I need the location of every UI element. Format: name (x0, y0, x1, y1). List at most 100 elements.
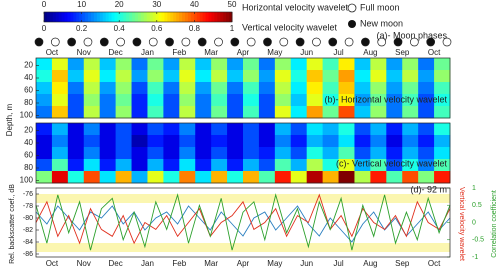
heatmap-cell (243, 94, 260, 107)
heatmap-cell (227, 123, 244, 136)
heatmap-cell (370, 94, 387, 107)
heatmap-cell (354, 147, 371, 160)
legend-full: Full moon (360, 2, 400, 12)
heatmap-cell (99, 171, 117, 184)
heatmap-cell (131, 159, 148, 172)
heatmap-cell (418, 82, 435, 95)
heatmap-cell (338, 82, 355, 95)
colorbar-tick-label: 0.4 (114, 24, 126, 33)
y-tick-label: 40 (24, 73, 33, 82)
highlight-band (36, 194, 450, 203)
heatmap-cell (290, 147, 308, 160)
heatmap-cell (131, 123, 148, 136)
heatmap-cell (274, 135, 292, 148)
heatmap-cell (147, 123, 164, 136)
heatmap-cell (211, 70, 228, 83)
y-tick-label: 80 (24, 98, 33, 107)
heatmap-cell (115, 70, 132, 83)
heatmap-cell (179, 135, 196, 148)
heatmap-cell (211, 171, 228, 184)
heatmap-cell (163, 82, 180, 95)
heatmap-cell (386, 135, 403, 148)
heatmap-cell (354, 123, 371, 136)
colorbar-swatch (55, 12, 60, 22)
heatmap-cell (99, 58, 117, 71)
colorbar-swatch (161, 12, 165, 22)
heatmap-cell (163, 135, 180, 148)
colorbar-tick-label: 0.2 (76, 24, 88, 33)
heatmap-cell (258, 171, 276, 184)
heatmap-cell (36, 147, 53, 160)
heatmap-cell (306, 159, 324, 172)
depth-axis-title: Depth, m (5, 103, 14, 136)
heatmap-cell (338, 135, 355, 148)
y-tick-label: 20 (24, 61, 33, 70)
colorbar-swatch (193, 12, 198, 22)
colorbar-tick-label: 1 (230, 24, 235, 33)
y-tick-label: -80 (23, 215, 33, 222)
colorbar-swatch (91, 12, 95, 22)
colorbar-swatch (67, 12, 71, 22)
heatmap-cell (36, 171, 53, 184)
heatmap-cell (115, 135, 132, 148)
colorbar-swatch (170, 12, 174, 22)
colorbar-swatch (132, 12, 136, 22)
heatmap-cell (338, 123, 355, 136)
heatmap-cell (322, 123, 339, 136)
heatmap-cell (370, 123, 387, 136)
heatmap-cell (67, 135, 85, 148)
colorbar-swatch (129, 12, 133, 22)
moon-full (50, 37, 60, 47)
colorbar-swatch (102, 12, 107, 22)
moon-full (116, 37, 125, 47)
heatmap-cell (195, 106, 212, 119)
heatmap-cell (67, 82, 85, 95)
colorbar-swatch (82, 12, 86, 22)
y-tick-label: 100 (20, 111, 34, 120)
heatmap-cell (227, 94, 244, 107)
heatmap-cell (83, 147, 101, 160)
heatmap-cell (322, 171, 339, 184)
heatmap-cell (227, 147, 244, 160)
heatmap-cell (163, 147, 180, 160)
moon-new (328, 37, 338, 47)
heatmap-cell (147, 159, 164, 172)
month-label: Sep (395, 48, 410, 57)
month-label: Apr (237, 259, 250, 268)
heatmap-cell (370, 58, 387, 71)
moon-full (214, 37, 223, 47)
heatmap-cell (51, 58, 69, 71)
panel-c-label: (c)- Vertical velocity wavelet (336, 158, 448, 168)
colorbar-swatch (108, 12, 113, 22)
heatmap-cell (306, 94, 324, 107)
heatmap-cell (227, 106, 244, 119)
heatmap-cell (163, 123, 180, 136)
colorbar-swatch (217, 12, 221, 22)
panel-b-label: (b)- Horizontal velocity wavelet (324, 94, 447, 104)
colorbar-swatch (211, 12, 215, 22)
y3-tick-label: 0 (472, 219, 476, 226)
heatmap-cell (147, 94, 164, 107)
heatmap-cell (179, 147, 196, 160)
heatmap-cell (290, 159, 308, 172)
colorbar-swatch (44, 12, 48, 22)
colorbar-tick-label: 0.6 (151, 24, 163, 33)
heatmap-cell (354, 70, 371, 83)
heatmap-cell (131, 147, 148, 160)
heatmap-cell (434, 171, 451, 184)
y-tick-label: -84 (23, 239, 33, 246)
heatmap-cell (179, 82, 196, 95)
month-label: Oct (46, 259, 59, 268)
heatmap-cell (51, 82, 69, 95)
heatmap-cell (338, 106, 355, 119)
month-label: Jun (300, 48, 313, 57)
heatmap-cell (147, 70, 164, 83)
panel-frame (35, 122, 451, 184)
heatmap-cell (418, 94, 435, 107)
y-tick-label: 80 (24, 163, 33, 172)
heatmap-cell (338, 171, 355, 184)
heatmap-cell (211, 58, 228, 71)
colorbar-swatch (152, 12, 157, 22)
heatmap-cell (147, 135, 164, 148)
